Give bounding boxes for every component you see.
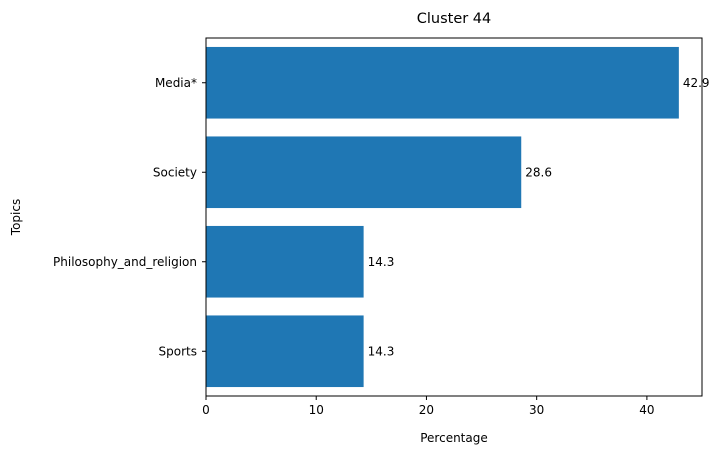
y-tick-label: Society (153, 165, 197, 179)
x-tick-label: 40 (639, 403, 654, 417)
x-tick-label: 10 (309, 403, 324, 417)
plot-frame (205, 37, 703, 397)
y-tick-label: Philosophy_and_religion (53, 255, 197, 269)
x-tick-label: 20 (419, 403, 434, 417)
x-tick-label: 0 (202, 403, 210, 417)
x-axis-label: Percentage (420, 431, 488, 445)
bar (206, 46, 679, 119)
y-axis-ticks: Media* Society Philosophy_and_religion Spor… (53, 76, 206, 358)
data-label: 14.3 (368, 344, 395, 358)
data-label: 42.9 (683, 76, 710, 90)
bar (206, 136, 522, 209)
data-label: 14.3 (368, 255, 395, 269)
bar (206, 225, 364, 298)
data-label: 28.6 (525, 165, 552, 179)
chart-title: Cluster 44 (417, 11, 492, 27)
x-tick-label: 30 (529, 403, 544, 417)
data-labels: 42.9 28.6 14.3 14.3 (368, 76, 710, 359)
x-axis-ticks: 0 10 20 30 40 (202, 396, 655, 417)
y-axis-label: Topics (9, 199, 23, 236)
y-tick-label: Media* (155, 76, 197, 90)
bars-group (206, 46, 679, 388)
bar (206, 315, 364, 388)
y-tick-label: Sports (159, 344, 197, 358)
